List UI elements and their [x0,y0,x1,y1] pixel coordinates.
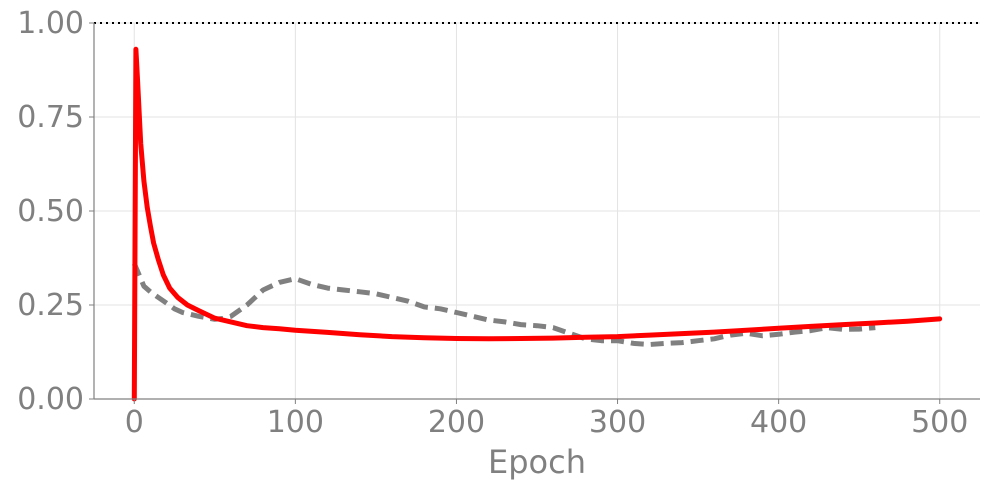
series-line-1 [131,262,876,347]
series-group [131,46,943,402]
y-tick-label-0: 0.00 [17,382,84,417]
x-tick-label-3: 300 [589,405,646,440]
x-tick-label-4: 400 [750,405,807,440]
y-tick-label-4: 1.00 [17,6,84,41]
grid [94,22,980,400]
x-tick-label-0: 0 [125,405,144,440]
y-tick-label-2: 0.50 [17,194,84,229]
y-tick-label-3: 0.75 [17,100,84,135]
x-ticks: 0 100 200 300 400 500 [125,399,968,440]
x-tick-label-5: 500 [911,405,968,440]
y-ticks: 0.00 0.25 0.50 0.75 1.00 [17,6,94,417]
y-tick-label-1: 0.25 [17,288,84,323]
x-axis-label: Epoch [488,443,586,481]
x-tick-label-1: 100 [267,405,324,440]
series-line-0 [131,46,943,402]
x-tick-label-2: 200 [428,405,485,440]
